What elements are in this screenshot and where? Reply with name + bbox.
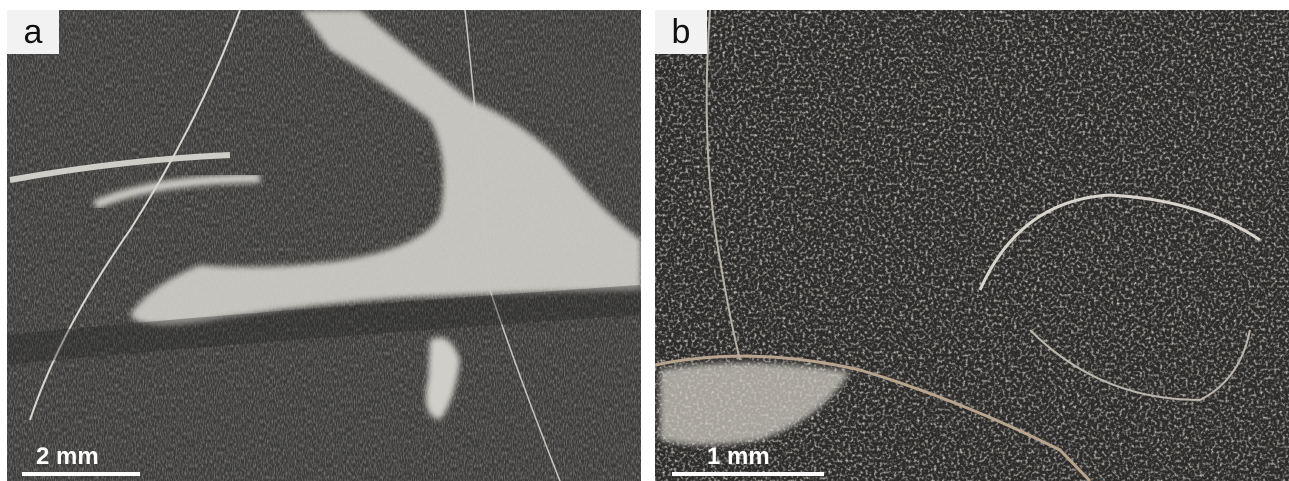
- panel-b-image: [655, 10, 1289, 481]
- panel-label: b: [672, 13, 691, 51]
- label-box: [655, 10, 707, 54]
- scale-label: 1 mm: [707, 443, 770, 470]
- scale-label: 2 mm: [36, 443, 99, 470]
- label-box: [7, 10, 59, 54]
- panel-label: a: [24, 13, 43, 51]
- panel-a-image: [7, 10, 641, 481]
